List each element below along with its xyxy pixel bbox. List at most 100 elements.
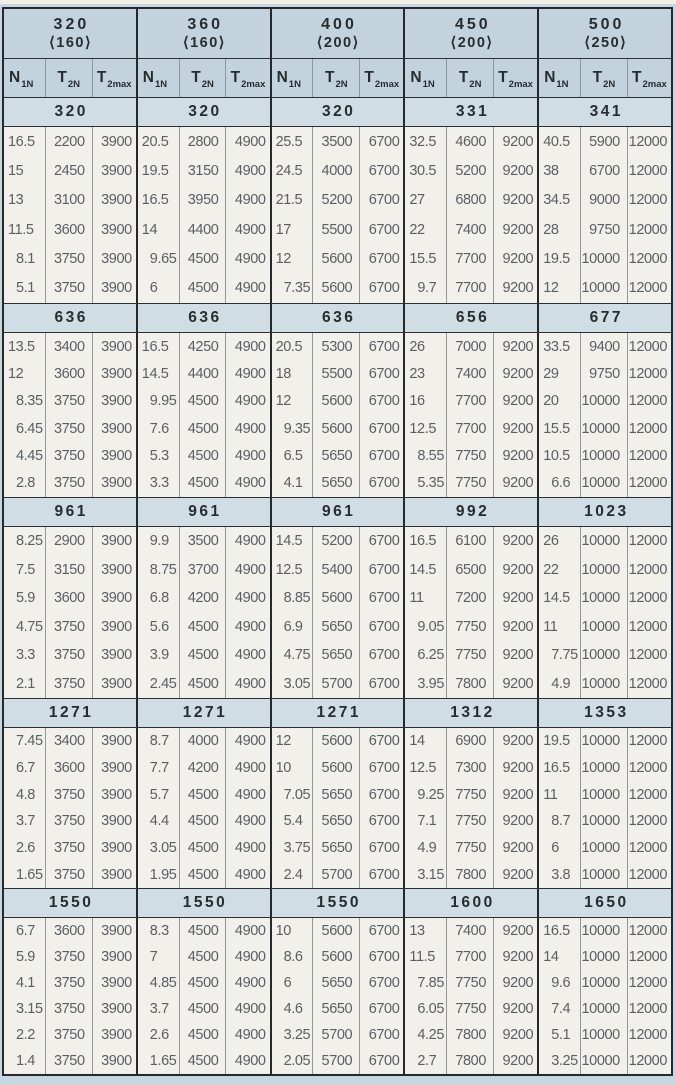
t2max-value: 3900 [91,781,136,809]
t2max-value: 12000 [626,555,671,584]
t2n-value: 10000 [580,996,627,1022]
t2n-value: 3750 [44,996,92,1022]
t2n-value: 3750 [44,808,92,835]
data-row: 14.5 6500 9200 [405,555,537,584]
n1n-value: 21.5 [275,192,303,209]
data-row: 16.5 10000 12000 [539,918,671,944]
column-subscript: 2N [603,79,616,90]
ratio-value: 961 [188,503,222,520]
ratio-band-cell: 331 [403,98,537,126]
n1n-value: 6.6 [551,475,571,492]
t2n-value: 5700 [312,669,359,698]
t2n-value: 5600 [312,944,359,970]
n1n-value: 11 [409,590,424,607]
t2max-value: 4900 [225,414,269,443]
t2n-value: 10000 [580,944,627,970]
group-size-label: 360 [187,15,224,33]
t2max-value: 3900 [91,861,136,889]
t2n-value: 7800 [446,861,493,889]
n1n-value: 14.5 [543,590,570,607]
n1n-value: 8.35 [16,393,43,410]
column-subscript: 1N [556,79,569,90]
t2n-value: 5600 [312,918,359,944]
t2max-value: 6700 [359,185,403,215]
n1n-value: 14.5 [141,365,169,382]
t2max-value: 6700 [359,808,403,835]
t2max-value: 9200 [493,185,537,215]
data-row: 14 4400 4900 [138,214,270,245]
t2max-value: 3900 [91,555,136,584]
t2max-value: 6700 [359,555,403,584]
n1n-value: 8.55 [417,447,445,464]
data-row: 8.6 5600 6700 [272,944,404,970]
data-row: 4.9 10000 12000 [539,669,671,698]
data-row: 3.8 10000 12000 [539,861,671,889]
column-subscript: 2N [67,79,81,90]
n1n-value: 7.6 [149,420,169,437]
ratio-value: 1271 [182,704,228,721]
t2n-value: 7800 [446,1022,493,1048]
t2n-value: 3750 [44,387,92,415]
n1n-value: 2.45 [149,675,177,692]
n1n-value: 9.9 [149,533,169,550]
n1n-value: 3.15 [417,866,445,883]
t2n-value: 2450 [44,156,92,186]
n1n-value: 6.7 [16,760,35,776]
n1n-value: 2.4 [283,866,303,883]
t2n-value: 10000 [580,273,627,303]
data-row: 5.1 3750 3900 [4,273,136,303]
n1n-value: 12.5 [409,760,437,776]
data-row: 3.3 4500 4900 [138,469,270,497]
t2n-value: 4500 [178,1022,226,1048]
t2max-value: 6700 [359,1048,403,1074]
t2n-value: 5400 [312,555,359,584]
t2n-value: 7300 [446,754,493,782]
t2n-value: 10000 [580,728,627,755]
ratio-band-cell: 1650 [537,889,671,917]
n1n-value: 26 [543,533,559,550]
column-subscript: 1N [288,79,301,90]
column-symbol: T [364,68,374,86]
t2n-value: 3600 [44,214,92,245]
n1n-value: 12 [543,280,559,297]
t2max-value: 6700 [359,1022,403,1048]
t2max-value: 9200 [493,669,537,698]
data-row: 8.25 2900 3900 [4,527,136,556]
t2max-value: 4900 [225,333,269,361]
section-data: 16.5 2200 3900 15 2450 3900 13 3100 3900 11.5 3600… [4,127,671,303]
data-row: 3.7 4500 4900 [138,996,270,1022]
section-data: 6.7 3600 3900 5.9 3750 3900 4.1 3750 3900 3.15 375… [4,918,671,1074]
group-header-cell: 320 ⟨160⟩ [4,9,136,58]
t2n-value: 10000 [580,918,627,944]
n1n-value: 5.4 [283,813,303,830]
column-symbol: T [191,68,201,86]
n1n-value: 16.5 [141,338,169,355]
n1n-value: 11.5 [409,949,435,965]
data-row: 9.25 7750 9200 [405,781,537,809]
group-header-cell: 400 ⟨200⟩ [269,9,404,58]
data-row: 12 5600 6700 [272,244,404,274]
t2max-value: 6700 [359,244,403,274]
t2n-value: 10000 [580,469,627,497]
ratio-value: 961 [54,503,88,520]
data-row: 12 5600 6700 [272,387,404,415]
t2n-value: 4500 [178,861,226,889]
data-row: 5.9 3600 3900 [4,584,136,613]
n1n-value: 16.5 [141,192,169,209]
t2n-value: 3600 [44,754,92,782]
column-subscript: 2max [508,79,533,90]
t2max-value: 3900 [91,754,136,782]
n1n-value: 27 [409,192,425,209]
data-row: 4.6 5650 6700 [272,996,404,1022]
t2n-value: 4500 [178,781,226,809]
ratio-band-cell: 1271 [135,699,270,727]
t2n-value: 10000 [580,754,627,782]
n1n-value: 12 [8,365,24,382]
data-row: 8.7 4000 4900 [138,728,270,755]
t2max-value: 9200 [493,387,537,415]
data-row: 8.75 3700 4900 [138,555,270,584]
t2n-value: 9750 [580,360,627,388]
data-row: 13.5 3400 3900 [4,333,136,361]
n1n-value: 9.05 [417,618,445,635]
